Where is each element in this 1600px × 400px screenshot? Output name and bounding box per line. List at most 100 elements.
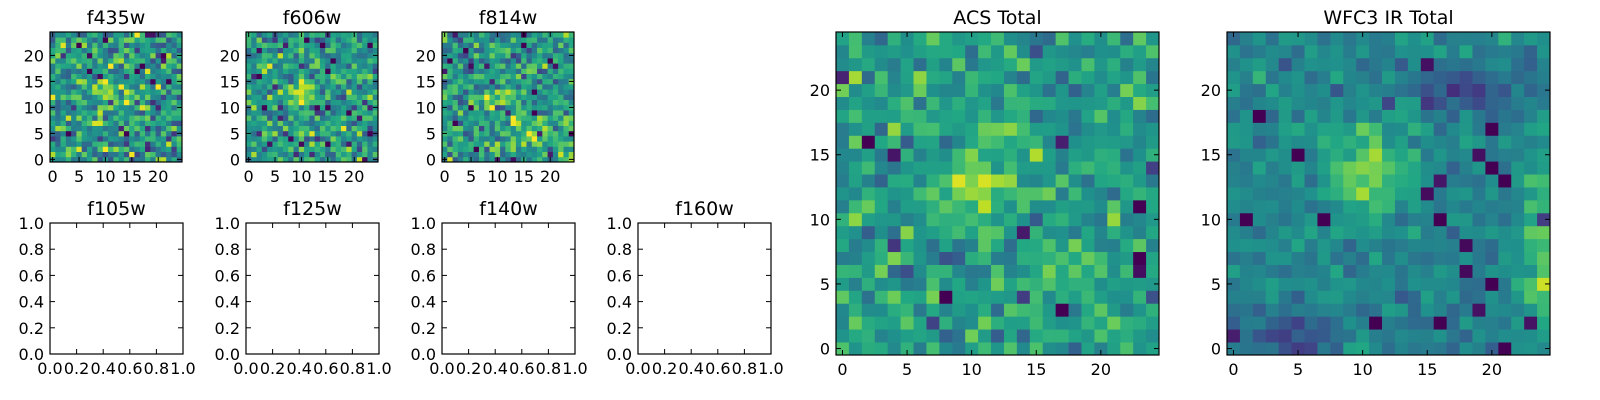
heatmap-cell (330, 151, 337, 158)
heatmap-cell (505, 120, 512, 126)
heatmap-cell (1068, 70, 1082, 85)
heatmap-cell (1317, 290, 1331, 304)
heatmap-cell (939, 277, 953, 291)
heatmap-cell (367, 89, 374, 95)
heatmap-cell (81, 125, 88, 132)
heatmap-cell (92, 32, 98, 38)
heatmap-cell (304, 32, 310, 38)
heatmap-cell (282, 68, 289, 74)
panel-title: f105w (87, 198, 146, 220)
heatmap-cell (978, 70, 992, 85)
heatmap-cell (1029, 342, 1044, 356)
heatmap-cell (484, 78, 490, 85)
heatmap-cell (166, 120, 172, 126)
x-tick-label: 20 (1482, 360, 1502, 379)
heatmap-cell (1472, 238, 1486, 253)
heatmap-cell (531, 78, 538, 85)
heatmap-cell (447, 58, 453, 64)
heatmap-cell (1227, 148, 1241, 162)
heatmap-cell (341, 156, 347, 163)
heatmap-cell (1029, 277, 1044, 291)
heatmap-cell (150, 94, 156, 100)
heatmap-cell (1420, 225, 1435, 240)
heatmap-cell (1394, 212, 1409, 227)
heatmap-cell (1317, 342, 1331, 356)
x-tick-label: 10 (291, 167, 311, 186)
heatmap-cell (1003, 70, 1018, 85)
heatmap-cell (526, 115, 533, 121)
heatmap-cell (335, 99, 342, 106)
heatmap-cell (515, 78, 522, 85)
heatmap-cell (309, 99, 316, 106)
heatmap-cell (1068, 277, 1082, 291)
heatmap-cell (277, 94, 284, 100)
heatmap-cell (452, 115, 459, 121)
heatmap-cell (537, 104, 543, 111)
heatmap-cell (108, 84, 114, 90)
heatmap-cell (1330, 316, 1344, 330)
heatmap-cell (1472, 44, 1486, 59)
heatmap-cell (1433, 251, 1448, 265)
heatmap-cell (991, 238, 1005, 253)
heatmap-cell (1485, 96, 1499, 110)
heatmap-cell (452, 47, 459, 54)
heatmap-cell (1420, 135, 1435, 149)
heatmap-cell (256, 136, 263, 142)
heatmap-cell (171, 125, 178, 132)
heatmap-cell (129, 146, 135, 152)
heatmap-cell (71, 99, 77, 106)
heatmap-cell (1472, 161, 1486, 175)
heatmap-cell (351, 125, 358, 132)
heatmap-cell (1472, 251, 1486, 265)
heatmap-cell (1133, 109, 1147, 123)
heatmap-cell (537, 110, 543, 116)
heatmap-cell (531, 73, 538, 80)
heatmap-cell (1239, 32, 1254, 46)
heatmap-cell (1029, 135, 1044, 149)
heatmap-cell (500, 68, 506, 74)
heatmap-cell (926, 187, 940, 201)
heatmap-cell (145, 73, 151, 80)
heatmap-cell (139, 156, 146, 163)
heatmap-cell (267, 73, 273, 80)
y-tick-label: 0.6 (19, 266, 44, 285)
heatmap-cell (457, 68, 464, 74)
heatmap-cell (1511, 122, 1525, 136)
heatmap-cell (1343, 290, 1357, 304)
heatmap-cell (171, 151, 178, 158)
heatmap-cell (166, 94, 172, 100)
heatmap-cell (1081, 96, 1095, 110)
heatmap-cell (1304, 122, 1318, 136)
heatmap-cell (1278, 251, 1292, 265)
heatmap-cell (1420, 44, 1435, 59)
heatmap-cell (1016, 316, 1031, 330)
heatmap-cell (86, 94, 93, 100)
heatmap-cell (123, 94, 130, 100)
heatmap-cell (887, 277, 901, 291)
heatmap-cell (351, 141, 358, 147)
heatmap-cell (356, 89, 363, 95)
y-tick-label: 0.4 (215, 293, 240, 312)
heatmap-cell (452, 78, 459, 85)
heatmap-cell (1446, 199, 1460, 214)
heatmap-cell (346, 73, 352, 80)
heatmap-cell (848, 70, 863, 85)
heatmap-cell (171, 84, 178, 90)
heatmap-cell (102, 37, 109, 43)
heatmap-cell (1317, 303, 1331, 317)
heatmap-cell (351, 151, 358, 158)
heatmap-cell (60, 104, 67, 111)
heatmap-cell (1446, 174, 1460, 188)
heatmap-cell (1304, 57, 1318, 72)
y-tick-label: 0.6 (215, 266, 240, 285)
heatmap-cell (319, 156, 326, 163)
heatmap-cell (1317, 225, 1331, 240)
heatmap-cell (102, 130, 109, 137)
heatmap-cell (442, 47, 448, 54)
heatmap-cell (1107, 264, 1121, 278)
heatmap-cell (515, 94, 522, 100)
heatmap-cell (484, 115, 490, 121)
heatmap-cell (1107, 329, 1121, 343)
heatmap-cell (1394, 122, 1409, 136)
heatmap-cell (330, 141, 337, 147)
